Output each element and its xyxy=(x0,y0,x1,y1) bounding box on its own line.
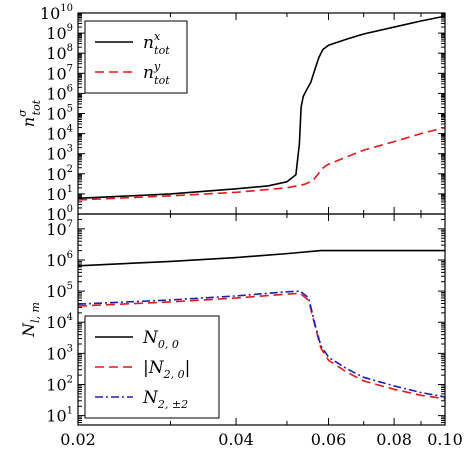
y-axis-label: Nl, m xyxy=(19,302,42,338)
y-tick-label: 101 xyxy=(46,406,73,426)
legend-entry: N0, 0 xyxy=(142,328,179,351)
x-tick-label: 0.02 xyxy=(60,430,96,449)
y-tick-label: 104 xyxy=(46,124,73,144)
y-tick-label: 102 xyxy=(46,374,73,394)
series-line-0-0 xyxy=(78,15,445,200)
series-line-1-0 xyxy=(78,249,445,267)
y-tick-label: 100 xyxy=(46,204,73,224)
y-tick-label: 103 xyxy=(46,343,73,363)
y-tick-label: 108 xyxy=(46,43,73,63)
legend-box xyxy=(84,315,220,419)
y-tick-label: 106 xyxy=(46,83,73,103)
legend-entry: |N2, 0| xyxy=(143,358,190,381)
legend-box xyxy=(84,20,188,94)
x-tick-label: 0.08 xyxy=(376,430,412,449)
legend-entry: N2, ±2 xyxy=(142,388,188,411)
plot-frame xyxy=(77,213,446,426)
legend-entry: ny tot xyxy=(143,60,170,87)
y-tick-label: 105 xyxy=(46,281,73,301)
y-tick-label: 101 xyxy=(46,184,73,204)
y-tick-label: 109 xyxy=(46,23,73,43)
y-tick-label: 103 xyxy=(46,144,73,164)
x-tick-label: 0.10 xyxy=(427,430,463,449)
x-tick-label: 0.04 xyxy=(218,430,254,449)
series-line-0-1 xyxy=(78,126,445,201)
y-tick-label: 1010 xyxy=(40,3,73,23)
y-tick-label: 105 xyxy=(46,104,73,124)
y-tick-label: 102 xyxy=(46,164,73,184)
y-tick-label: 104 xyxy=(46,312,73,332)
y-tick-label: 106 xyxy=(46,250,73,270)
legend-entry: nx tot xyxy=(143,30,170,57)
x-tick-label: 0.06 xyxy=(311,430,347,449)
y-tick-label: 107 xyxy=(46,63,73,83)
series-line-1-2 xyxy=(78,290,445,398)
y-tick-label: 107 xyxy=(46,219,73,239)
y-axis-label: nσtot xyxy=(16,99,43,127)
